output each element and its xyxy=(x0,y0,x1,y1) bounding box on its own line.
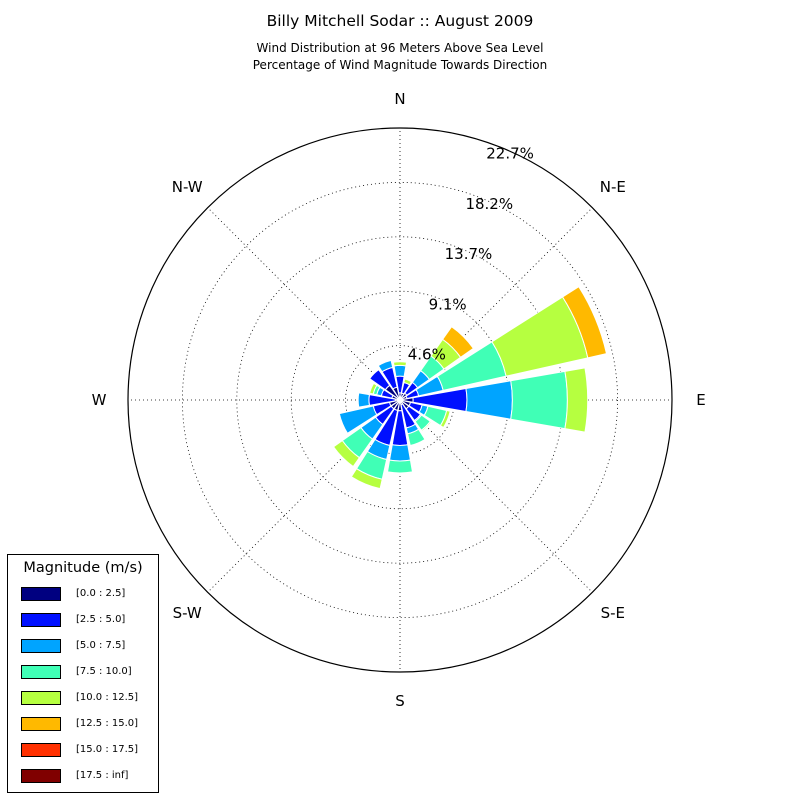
direction-label-n-e: N-E xyxy=(600,178,626,196)
wind-wedge-sector9-bin4 xyxy=(350,467,383,490)
wind-wedge-sector5-bin4 xyxy=(439,409,451,429)
direction-label-s-w: S-W xyxy=(173,604,202,622)
direction-label-s: S xyxy=(395,692,405,710)
wind-wedge-sector4-bin4 xyxy=(564,367,589,433)
wind-wedge-sector8-bin2 xyxy=(388,444,412,462)
direction-label-s-e: S-E xyxy=(601,604,625,622)
wind-wedge-sector13-bin4 xyxy=(369,382,378,395)
wind-wedge-sector0-bin2 xyxy=(393,364,407,378)
wind-wedge-sector7-bin3 xyxy=(406,428,426,447)
legend-label: [15.0 : 17.5] xyxy=(76,744,139,755)
grid-circle-4 xyxy=(181,181,619,619)
chart-subtitle-line2: Percentage of Wind Magnitude Towards Dir… xyxy=(252,58,548,72)
legend-swatch xyxy=(21,665,61,679)
wind-wedge-sector4-bin2 xyxy=(465,380,513,420)
chart-subtitle-line1: Wind Distribution at 96 Meters Above Sea… xyxy=(256,41,544,55)
wind-wedge-sector0-bin4 xyxy=(392,361,408,367)
bars-layer xyxy=(332,286,608,490)
wind-wedge-sector15-bin2 xyxy=(377,359,394,373)
radial-tick-label: 9.1% xyxy=(429,295,467,313)
legend-label: [0.0 : 2.5] xyxy=(76,588,126,599)
legend-label: [7.5 : 10.0] xyxy=(76,666,132,677)
legend: Magnitude (m/s) [0.0 : 2.5] [2.5 : 5.0] [5… xyxy=(7,554,159,793)
chart-title: Billy Mitchell Sodar :: August 2009 xyxy=(266,12,534,30)
legend-swatch xyxy=(21,691,61,705)
wind-wedge-sector6-bin4 xyxy=(420,420,432,432)
grid-spoke-s-w xyxy=(207,399,401,593)
wind-wedge-sector2-bin5 xyxy=(441,325,475,359)
legend-label: [2.5 : 5.0] xyxy=(76,614,126,625)
radial-tick-label: 13.7% xyxy=(445,245,493,263)
wind-wedge-sector14-bin1 xyxy=(368,368,391,391)
legend-swatch xyxy=(21,587,61,601)
wind-wedge-sector10-bin4 xyxy=(332,439,361,468)
wind-wedge-sector12-bin2 xyxy=(357,392,370,408)
legend-title: Magnitude (m/s) xyxy=(23,560,143,576)
legend-swatch xyxy=(21,717,61,731)
grid-spoke-n-e xyxy=(399,207,593,401)
legend-swatch xyxy=(21,743,61,757)
grid-spoke-s-e xyxy=(399,399,593,593)
wind-wedge-sector8-bin3 xyxy=(386,459,414,474)
legend-label: [17.5 : inf] xyxy=(76,770,129,781)
legend-swatch xyxy=(21,639,61,653)
wind-wedge-sector4-bin3 xyxy=(510,370,568,430)
wind-wedge-sector1-bin4 xyxy=(403,378,413,386)
legend-label: [12.5 : 15.0] xyxy=(76,718,139,729)
direction-label-e: E xyxy=(696,391,705,409)
radial-tick-label: 22.7% xyxy=(486,145,534,163)
wind-wedge-sector11-bin2 xyxy=(338,405,378,434)
direction-label-n-w: N-W xyxy=(172,178,203,196)
grid-spoke-n-w xyxy=(207,207,401,401)
legend-label: [5.0 : 7.5] xyxy=(76,640,126,651)
direction-label-w: W xyxy=(92,391,107,409)
legend-swatch xyxy=(21,613,61,627)
radial-tick-label: 4.6% xyxy=(408,346,446,364)
labels-layer: N N-E E S-E S S-W W N-W 4.6% 9.1% 13.7% 18.2% 22.7% xyxy=(92,90,706,710)
outer-axis-circle xyxy=(127,127,673,673)
legend-label: [10.0 : 12.5] xyxy=(76,692,139,703)
radial-tick-label: 18.2% xyxy=(465,195,513,213)
direction-label-n: N xyxy=(394,90,405,108)
wind-wedge-sector3-bin5 xyxy=(561,286,608,359)
legend-swatch xyxy=(21,769,61,783)
